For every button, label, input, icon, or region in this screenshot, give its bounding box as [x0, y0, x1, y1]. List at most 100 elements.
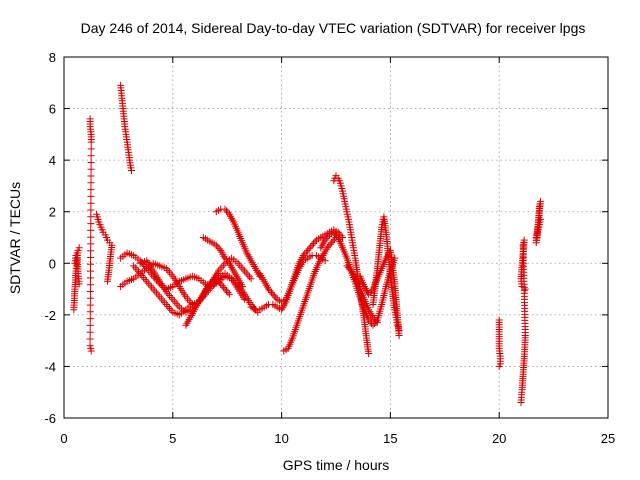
data-point — [217, 280, 225, 288]
data-points — [70, 81, 544, 406]
data-point — [370, 315, 378, 323]
y-tick-label: 6 — [49, 102, 56, 117]
data-point — [205, 281, 213, 289]
data-point — [87, 347, 95, 355]
data-point — [214, 243, 222, 251]
data-point — [87, 240, 95, 248]
data-point — [75, 280, 83, 288]
x-tick-label: 15 — [383, 431, 397, 446]
data-point — [86, 315, 94, 323]
data-point — [212, 275, 220, 283]
data-point — [87, 267, 94, 275]
data-point — [365, 350, 373, 357]
data-point — [87, 206, 95, 214]
data-point — [87, 145, 95, 153]
data-point — [537, 215, 544, 223]
data-point — [141, 275, 149, 283]
y-axis-ticks: -6 -4 -2 0 2 4 6 8 — [44, 50, 608, 426]
data-point — [331, 230, 339, 238]
data-point — [373, 319, 381, 327]
data-point — [169, 295, 177, 303]
data-point — [302, 248, 310, 256]
y-tick-label: 4 — [49, 153, 56, 168]
data-point — [87, 152, 95, 160]
data-point — [104, 277, 111, 285]
x-tick-label: 25 — [601, 431, 615, 446]
data-point — [86, 281, 94, 289]
y-axis-label: SDTVAR / TECUs — [7, 182, 23, 294]
data-point — [87, 165, 95, 173]
data-point — [307, 243, 315, 251]
data-point — [221, 205, 229, 213]
data-point — [218, 282, 226, 290]
data-point — [305, 245, 313, 253]
data-point — [221, 254, 229, 262]
data-point — [343, 262, 351, 270]
data-point — [304, 246, 312, 254]
data-point — [247, 275, 255, 283]
data-point — [324, 233, 332, 241]
data-point — [214, 277, 222, 284]
data-point — [521, 285, 529, 293]
data-point — [87, 247, 95, 255]
data-point — [86, 294, 94, 302]
data-point — [224, 209, 232, 217]
data-point — [87, 254, 95, 261]
x-tick-label: 10 — [274, 431, 288, 446]
data-point — [161, 299, 169, 307]
y-tick-label: 0 — [49, 256, 56, 271]
data-point — [86, 335, 94, 343]
data-point — [321, 257, 329, 265]
data-point — [225, 290, 233, 298]
x-axis-ticks: 0 5 10 15 20 25 — [60, 57, 615, 446]
y-tick-label: 8 — [49, 50, 56, 65]
data-point — [156, 293, 164, 301]
data-point — [329, 237, 337, 245]
data-point — [87, 213, 95, 221]
data-point — [325, 242, 333, 250]
data-point — [128, 167, 135, 174]
data-point — [267, 289, 275, 296]
data-point — [87, 172, 95, 180]
data-point — [270, 292, 278, 300]
data-point — [330, 228, 338, 236]
data-point — [224, 258, 232, 266]
data-point — [86, 288, 94, 295]
data-point — [87, 138, 95, 146]
data-point — [86, 328, 94, 336]
data-point — [221, 285, 229, 293]
data-point — [146, 281, 154, 289]
data-point — [215, 278, 223, 286]
data-point — [346, 265, 354, 273]
data-point — [87, 179, 95, 187]
data-point — [204, 283, 212, 290]
data-point — [323, 234, 331, 242]
data-point — [272, 294, 280, 302]
data-point — [86, 301, 94, 309]
y-tick-label: -2 — [44, 308, 56, 323]
data-point — [333, 232, 341, 240]
y-tick-label: 2 — [49, 205, 56, 220]
data-point — [87, 260, 94, 268]
data-point — [87, 220, 95, 228]
data-point — [241, 295, 249, 303]
data-point — [131, 264, 139, 272]
data-point — [238, 283, 246, 290]
plot-frame — [63, 56, 609, 419]
data-point — [366, 289, 374, 296]
data-point — [308, 241, 316, 249]
data-point — [244, 271, 252, 279]
x-axis-label: GPS time / hours — [283, 457, 390, 473]
data-point — [344, 264, 352, 272]
data-point — [86, 308, 94, 316]
data-point — [328, 239, 336, 247]
data-point — [239, 265, 247, 273]
data-point — [365, 290, 373, 298]
data-point — [395, 326, 403, 334]
data-point — [495, 362, 503, 370]
data-point — [326, 240, 334, 248]
data-point — [212, 241, 220, 249]
data-point — [266, 287, 274, 295]
data-point — [87, 199, 95, 207]
